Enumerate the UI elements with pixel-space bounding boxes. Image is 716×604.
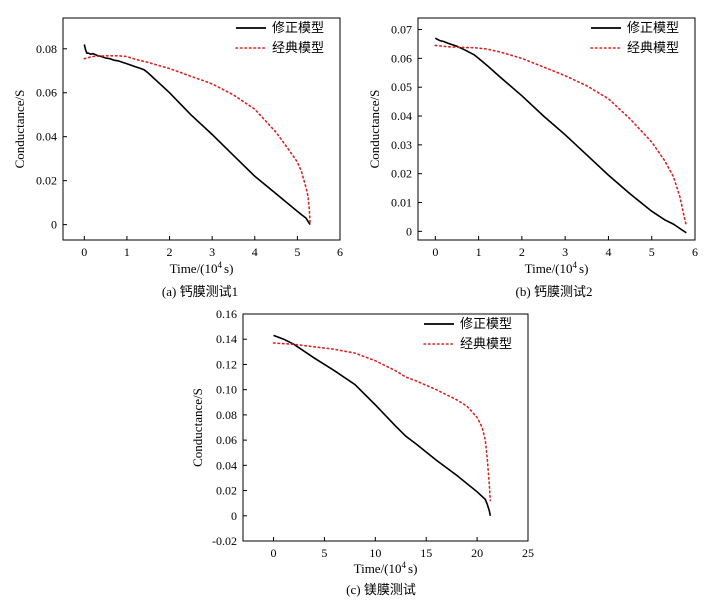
y-tick-label: 0 xyxy=(51,218,57,232)
series-line-classic-model xyxy=(83,54,312,226)
chart-panel-2: 0 1 2 3 4 5 600.010.020.030.040.050.060.07Time… xyxy=(367,17,698,299)
y-tick-label: 0.01 xyxy=(391,196,412,210)
plot-frame xyxy=(242,313,529,542)
x-tick-label: 6 xyxy=(337,245,343,259)
y-axis-label: Conductance/S xyxy=(190,388,205,467)
y-tick-label: 0.04 xyxy=(36,130,57,144)
legend-label-classic: 经典模型 xyxy=(272,41,324,56)
y-tick-label: 0.08 xyxy=(36,42,57,56)
y-tick-label: 0 xyxy=(231,509,237,523)
x-axis-label-prefix: Time/(10 xyxy=(354,561,402,576)
y-tick-label: 0.04 xyxy=(391,109,412,123)
y-tick-label: 0.05 xyxy=(391,80,412,94)
x-axis-label-prefix: Time/(10 xyxy=(170,261,218,276)
panel-caption: (b) 钙膜测试2 xyxy=(516,284,593,299)
y-tick-label: 0.06 xyxy=(36,86,57,100)
x-tick-label: 6 xyxy=(692,245,698,259)
y-axis-label: Conductance/S xyxy=(12,90,27,169)
x-axis-label-suffix: s) xyxy=(579,261,588,276)
x-axis-label: Time/(104 s) xyxy=(354,560,418,576)
plot-frame xyxy=(62,17,341,241)
y-tick-label: 0 xyxy=(406,224,412,238)
y-tick-label: 0.10 xyxy=(216,383,237,397)
x-tick-label: 15 xyxy=(420,546,432,560)
y-tick-label: 0.14 xyxy=(216,332,237,346)
x-axis-label-prefix: Time/(10 xyxy=(525,261,573,276)
y-tick-label: 0.16 xyxy=(216,307,237,321)
x-axis-label-exponent: 4 xyxy=(573,260,578,270)
series-line-classic-model xyxy=(434,44,688,227)
plot-frame xyxy=(417,17,696,241)
x-tick-label: 3 xyxy=(562,245,568,259)
panel-caption: (a) 钙膜测试1 xyxy=(162,284,238,299)
y-tick-label: -0.02 xyxy=(212,534,237,548)
x-tick-label: 1 xyxy=(476,245,482,259)
y-tick-label: 0.08 xyxy=(216,408,237,422)
x-tick-label: 5 xyxy=(321,546,327,560)
chart-panel-3: 0 5 10 15 20 25 -0.02 0 0.02 0.04 0.06 0.08 0.10 0.12… xyxy=(190,307,534,597)
x-axis-label: Time/(104 s) xyxy=(525,260,589,276)
x-tick-label: 0 xyxy=(271,546,277,560)
x-axis-label-exponent: 4 xyxy=(402,560,407,570)
x-axis-label-suffix: s) xyxy=(224,261,233,276)
x-tick-label: 5 xyxy=(294,245,300,259)
legend-label-revised: 修正模型 xyxy=(272,21,324,36)
legend-label-classic: 经典模型 xyxy=(460,337,512,352)
legend-label-revised: 修正模型 xyxy=(627,21,679,36)
series-line-revised-model xyxy=(83,44,311,226)
x-tick-label: 4 xyxy=(605,245,611,259)
series-line-revised-model xyxy=(434,37,687,234)
y-tick-label: 0.12 xyxy=(216,357,237,371)
y-tick-label: 0.06 xyxy=(391,51,412,65)
x-tick-label: 25 xyxy=(522,546,534,560)
y-tick-label: 0.02 xyxy=(391,167,412,181)
y-tick-label: 0.02 xyxy=(216,484,237,498)
y-tick-label: 0.04 xyxy=(216,458,237,472)
legend-label-classic: 经典模型 xyxy=(627,41,679,56)
x-tick-label: 20 xyxy=(471,546,483,560)
x-axis-label: Time/(104 s) xyxy=(170,260,234,276)
x-tick-label: 5 xyxy=(649,245,655,259)
x-tick-label: 0 xyxy=(81,245,87,259)
x-tick-label: 3 xyxy=(209,245,215,259)
y-tick-label: 0.03 xyxy=(391,138,412,152)
x-tick-label: 4 xyxy=(252,245,258,259)
x-tick-label: 1 xyxy=(124,245,130,259)
x-axis-label-exponent: 4 xyxy=(218,260,223,270)
x-tick-label: 2 xyxy=(167,245,173,259)
x-tick-label: 0 xyxy=(432,245,438,259)
series-line-revised-model xyxy=(273,334,492,516)
series-line-classic-model xyxy=(272,342,492,502)
y-tick-label: 0.02 xyxy=(36,174,57,188)
panel-caption: (c) 镁膜测试 xyxy=(346,582,416,597)
legend-label-revised: 修正模型 xyxy=(460,317,512,332)
y-tick-label: 0.07 xyxy=(391,23,412,37)
y-tick-label: 0.06 xyxy=(216,433,237,447)
x-axis-label-suffix: s) xyxy=(408,561,417,576)
x-tick-label: 10 xyxy=(369,546,381,560)
x-tick-label: 2 xyxy=(519,245,525,259)
y-axis-label: Conductance/S xyxy=(367,90,382,169)
